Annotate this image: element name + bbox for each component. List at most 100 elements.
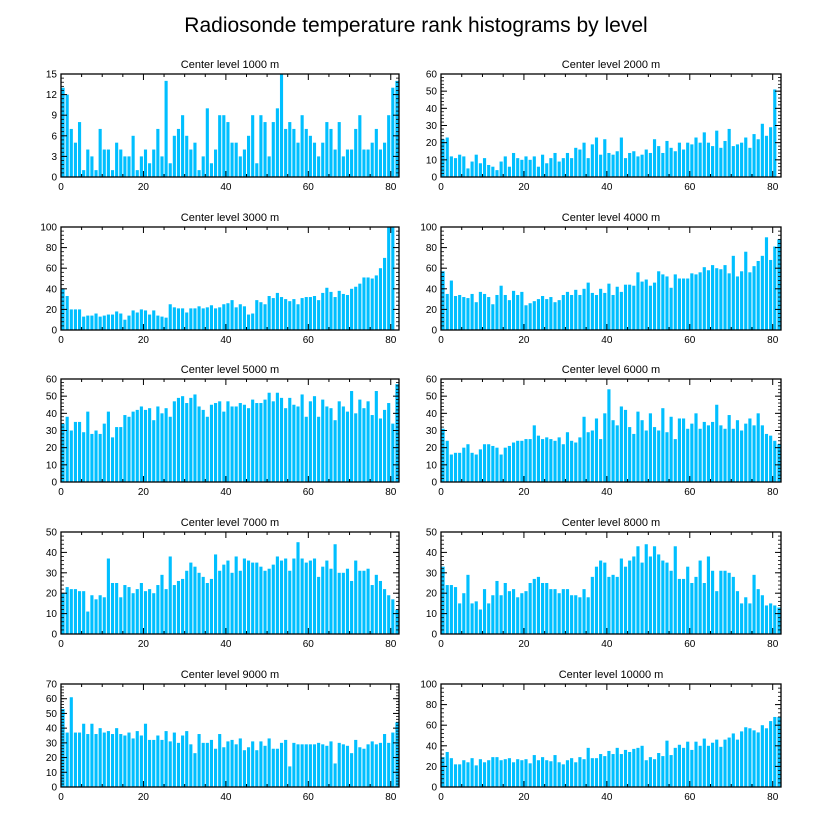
bar <box>561 444 565 482</box>
bar <box>218 734 222 787</box>
bar <box>172 307 176 330</box>
bar <box>590 144 594 177</box>
bar <box>586 597 590 634</box>
bar <box>374 128 378 177</box>
bar <box>189 149 193 177</box>
bar <box>735 739 740 787</box>
bar <box>702 267 706 330</box>
bar <box>135 170 139 177</box>
bar <box>541 296 545 330</box>
bar <box>341 744 345 787</box>
bar <box>378 149 383 177</box>
bar <box>69 430 73 482</box>
bar <box>341 293 345 330</box>
bar <box>246 747 251 787</box>
bar <box>511 442 516 482</box>
panel-title: Center level 1000 m <box>181 59 279 71</box>
bar <box>487 603 491 634</box>
bar <box>698 428 702 482</box>
bar <box>230 142 234 177</box>
bar <box>744 251 748 330</box>
bar <box>466 298 470 330</box>
bar <box>164 589 168 634</box>
bar <box>748 272 752 330</box>
bar <box>619 406 623 482</box>
bar <box>503 447 507 482</box>
bar <box>702 738 706 787</box>
bar <box>528 763 532 787</box>
bar <box>296 304 300 330</box>
y-tick-label: 60 <box>426 70 438 81</box>
x-tick-label: 0 <box>438 335 444 346</box>
bar <box>706 425 711 482</box>
bar <box>756 139 760 177</box>
y-tick-label: 0 <box>51 478 57 489</box>
bar <box>350 288 354 330</box>
bar <box>764 728 769 787</box>
bar <box>156 315 160 330</box>
bar <box>152 739 156 787</box>
bar <box>594 294 599 330</box>
bar <box>449 758 453 787</box>
x-tick-label: 0 <box>438 792 444 803</box>
bar <box>702 132 706 177</box>
bar <box>594 566 599 634</box>
bar <box>557 437 561 482</box>
x-tick-label: 60 <box>303 792 315 803</box>
bar <box>197 170 201 177</box>
bar <box>524 591 528 634</box>
bar <box>528 583 532 634</box>
bar <box>148 408 152 482</box>
bar <box>545 760 549 787</box>
bar <box>148 589 152 634</box>
bar <box>706 142 711 177</box>
bar <box>218 401 222 482</box>
bar <box>619 558 623 634</box>
bar <box>632 433 636 482</box>
bar <box>731 733 735 787</box>
x-tick-label: 80 <box>767 335 779 346</box>
bar <box>90 723 94 787</box>
panel-title: Center level 2000 m <box>562 59 660 71</box>
bar <box>478 759 482 787</box>
bar <box>391 227 395 330</box>
x-tick-label: 20 <box>138 182 150 193</box>
bar <box>123 156 127 177</box>
bar <box>251 562 255 634</box>
y-tick-label: 100 <box>420 680 437 691</box>
bar <box>329 741 333 787</box>
bar <box>185 570 189 634</box>
bar <box>304 297 308 330</box>
bar <box>341 156 345 177</box>
bar <box>345 745 350 787</box>
bar <box>106 411 110 482</box>
bar <box>499 161 503 177</box>
y-tick-label: 15 <box>46 70 58 81</box>
bar <box>317 742 321 787</box>
plot-frame <box>60 683 400 788</box>
figure-title: Radiosonde temperature rank histograms b… <box>184 14 647 37</box>
bar <box>312 142 317 177</box>
bar <box>657 271 661 330</box>
y-tick-label: 40 <box>46 409 58 420</box>
x-tick-label: 0 <box>438 487 444 498</box>
bar <box>164 408 168 482</box>
bar <box>661 560 665 634</box>
bar <box>594 137 599 177</box>
bar <box>723 265 727 330</box>
bar <box>378 268 383 330</box>
bar <box>168 556 172 634</box>
bar <box>458 154 462 177</box>
bar <box>255 300 259 330</box>
bar <box>449 156 453 177</box>
bar <box>176 128 181 177</box>
bar <box>694 576 698 634</box>
bar <box>98 595 102 634</box>
bar <box>131 738 135 787</box>
bar <box>341 572 345 634</box>
bar <box>296 406 300 482</box>
bar <box>524 305 528 330</box>
bar <box>308 560 312 634</box>
bar <box>106 149 110 177</box>
bar <box>98 128 102 177</box>
